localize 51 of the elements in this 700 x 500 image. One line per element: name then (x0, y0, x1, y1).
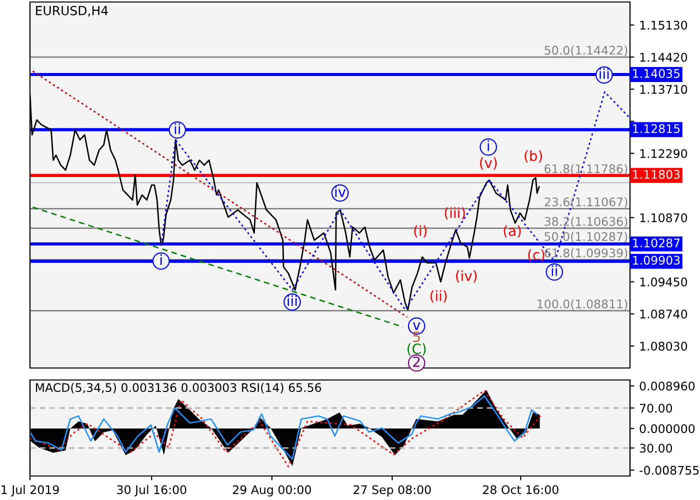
annotation: (C) (408, 343, 426, 356)
y-tick-label: 0.008960 (640, 382, 695, 391)
ref-line-label: 1.09903 (633, 256, 680, 265)
y-tick-label: 1.08030 (640, 342, 688, 351)
annotation: MACD(5,34,5) 0.003136 0.003003 RSI(14) 65.56 (36, 382, 322, 394)
annotation: 5 (413, 332, 420, 342)
x-tick-label: 28 Oct 16:00 (483, 485, 558, 494)
annotation: (i) (414, 225, 427, 238)
annotation: (iv) (456, 270, 477, 283)
annotation: i (488, 140, 489, 151)
annotation: ii (552, 265, 557, 276)
annotation: i (160, 254, 162, 265)
ref-line-label: 1.14035 (633, 69, 680, 78)
ref-line-label: 23.6(1.11067) (544, 197, 628, 208)
ref-line-label: 38.2(1.10636) (544, 216, 628, 228)
annotation: v (412, 322, 420, 330)
ref-line-label: 61.8(1.09939) (544, 248, 628, 259)
y-tick-label: 1.15130 (640, 20, 688, 30)
ref-line-label: 50.0(1.14422) (544, 46, 628, 56)
y2-tick-label: 30.00 (640, 444, 672, 453)
y-tick-label: -0.008755 (640, 466, 699, 475)
annotation: 2 (413, 356, 420, 367)
y-tick-label: 1.08740 (640, 310, 688, 319)
annotation: (a) (504, 225, 521, 238)
annotation: 50.0(1.10287) (544, 232, 628, 242)
ref-line-label: 1.10287 (633, 238, 680, 248)
annotation: 61.8(1.11786) (544, 164, 628, 175)
chart-title: EURUSD,H4 (36, 6, 108, 17)
y-tick-label: 1.09450 (640, 278, 688, 286)
annotation: (iii) (444, 207, 465, 220)
annotation: iv (335, 186, 346, 197)
annotation: (b) (524, 150, 542, 163)
y-tick-label: 0.000000 (640, 424, 695, 434)
ref-line-label: 1.12815 (633, 124, 680, 134)
annotation: (ii) (430, 290, 447, 303)
y-tick-label: 1.13710 (640, 84, 688, 94)
annotation: ii (174, 123, 180, 134)
x-tick-label: 30 Jul 16:00 (117, 485, 186, 496)
annotation: iii (288, 295, 297, 306)
y-tick-label: 1.10870 (640, 213, 688, 222)
y2-tick-label: 70.00 (640, 404, 672, 413)
annotation: (c) (528, 249, 544, 262)
x-tick-label: 29 Aug 00:00 (232, 485, 311, 496)
annotation: (v) (480, 157, 497, 170)
ref-line-label: 1.11803 (633, 170, 680, 179)
y-tick-label: 1.14420 (640, 52, 688, 62)
y-tick-label: 1.12290 (640, 149, 688, 158)
annotation: iii (600, 68, 609, 79)
ref-line-label: 100.0(1.08811) (538, 299, 628, 310)
x-tick-label: 1 Jul 2019 (2, 485, 59, 496)
x-tick-label: 27 Sep 08:00 (354, 485, 431, 496)
